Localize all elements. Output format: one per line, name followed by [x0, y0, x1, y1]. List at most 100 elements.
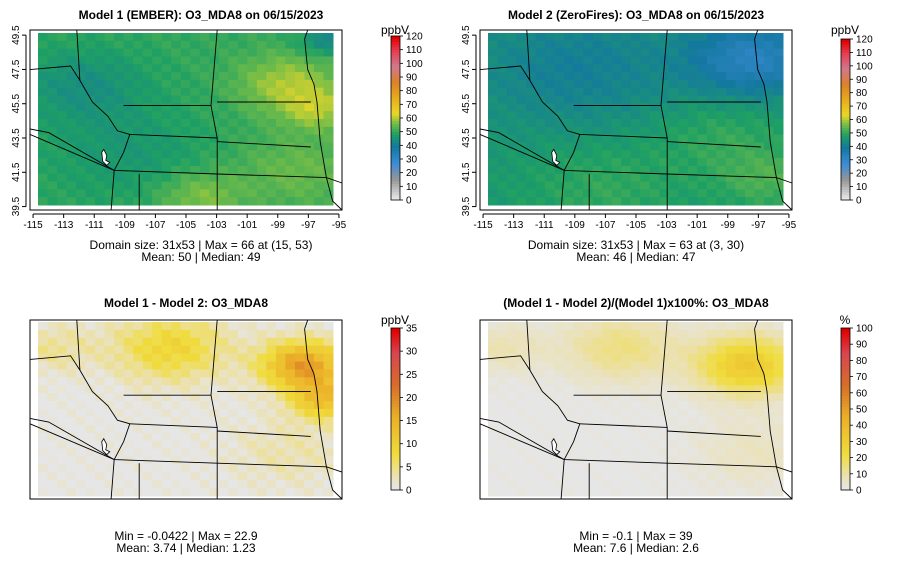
heatmap-cell: [554, 416, 565, 426]
heatmap-cell: [687, 393, 698, 402]
heatmap-cell: [611, 87, 622, 97]
heatmap-cell: [773, 56, 784, 65]
heatmap-cell: [545, 440, 556, 450]
heatmap-cell: [583, 48, 594, 57]
heatmap-cell: [744, 353, 755, 363]
heatmap-cell: [773, 464, 784, 473]
heatmap-cell: [247, 353, 258, 363]
heatmap-cell: [152, 158, 163, 167]
heatmap-cell: [209, 95, 220, 104]
x-tick-label: -95: [332, 220, 347, 231]
heatmap-cell: [76, 424, 87, 434]
heatmap-cell: [659, 440, 670, 450]
heatmap-cell: [228, 480, 239, 489]
heatmap-cell: [133, 488, 144, 497]
heatmap-cell: [218, 158, 229, 167]
heatmap-cell: [180, 40, 191, 50]
colorbar-segment: [841, 111, 850, 115]
heatmap-cell: [668, 424, 679, 434]
heatmap-cell: [57, 56, 68, 65]
heatmap-cell: [630, 448, 641, 457]
heatmap-cell: [323, 134, 334, 143]
heatmap-cell: [57, 448, 68, 457]
heatmap-cell: [706, 158, 717, 167]
heatmap-cell: [497, 480, 508, 489]
heatmap-cell: [304, 56, 315, 65]
heatmap-cell: [697, 119, 708, 128]
heatmap-cell: [507, 480, 518, 489]
heatmap-cell: [57, 64, 68, 73]
heatmap-cell: [630, 189, 641, 198]
plot-frame: [29, 319, 343, 500]
colorbar-segment: [841, 411, 850, 415]
heatmap-cell: [564, 345, 575, 355]
colorbar-segment: [391, 384, 400, 388]
x-tick-label: -107: [595, 220, 615, 231]
heatmap-cell: [85, 401, 96, 410]
heatmap-cell: [507, 361, 518, 370]
heatmap-cell: [659, 361, 670, 370]
heatmap-cell: [218, 369, 229, 378]
heatmap-cell: [275, 173, 286, 183]
colorbar-tick-label: 40: [856, 421, 868, 432]
heatmap-cell: [602, 150, 613, 159]
heatmap-cell: [38, 472, 49, 481]
heatmap-cell: [773, 126, 784, 136]
heatmap-cell: [237, 95, 248, 104]
heatmap-cell: [621, 119, 632, 128]
heatmap-cell: [123, 401, 134, 410]
heatmap-cell: [678, 361, 689, 370]
heatmap-cell: [763, 33, 774, 42]
heatmap-cell: [304, 409, 315, 418]
heatmap-cell: [285, 409, 296, 418]
heatmap-cell: [123, 345, 134, 355]
heatmap-cell: [294, 401, 305, 410]
heatmap-cell: [285, 33, 296, 42]
heatmap-cell: [209, 329, 220, 339]
heatmap-cell: [123, 158, 134, 167]
heatmap-cell: [275, 393, 286, 402]
heatmap-cell: [754, 440, 765, 450]
heatmap-cell: [38, 79, 49, 89]
heatmap-cell: [583, 464, 594, 473]
heatmap-cell: [152, 33, 163, 42]
heatmap-cell: [735, 361, 746, 370]
heatmap-cell: [773, 480, 784, 489]
heatmap-cell: [678, 424, 689, 434]
heatmap-cell: [535, 472, 546, 481]
heatmap-cell: [602, 103, 613, 112]
heatmap-cell: [497, 126, 508, 136]
heatmap-cell: [697, 142, 708, 151]
heatmap-cell: [199, 409, 210, 418]
heatmap-cell: [218, 337, 229, 347]
heatmap-cell: [161, 142, 172, 151]
colorbar-segment: [841, 371, 850, 375]
heatmap-cell: [76, 95, 87, 104]
heatmap-cell: [256, 385, 267, 394]
heatmap-cell: [754, 181, 765, 190]
heatmap-cell: [668, 173, 679, 183]
heatmap-cell: [592, 488, 603, 497]
colorbar-segment: [391, 395, 400, 399]
heatmap-cell: [76, 337, 87, 347]
heatmap-cell: [697, 409, 708, 418]
heatmap-cell: [85, 56, 96, 65]
heatmap-cell: [592, 189, 603, 198]
heatmap-cell: [545, 416, 556, 426]
heatmap-cell: [85, 72, 96, 81]
map-panel-p2: -115 -113 -111 -109 -107 -105 -103 -101 -99 -97 -9…: [461, 8, 873, 264]
heatmap-cell: [773, 385, 784, 394]
heatmap-cell: [180, 424, 191, 434]
colorbar-segment: [391, 44, 400, 48]
heatmap-cell: [716, 197, 727, 206]
heatmap-cell: [592, 472, 603, 481]
heatmap-cell: [526, 345, 537, 355]
heatmap-cell: [47, 48, 58, 57]
heatmap-cell: [678, 488, 689, 497]
heatmap-cell: [123, 165, 134, 175]
heatmap-cell: [744, 385, 755, 394]
heatmap-cell: [725, 416, 736, 426]
heatmap-cell: [706, 322, 717, 331]
heatmap-cell: [152, 142, 163, 151]
